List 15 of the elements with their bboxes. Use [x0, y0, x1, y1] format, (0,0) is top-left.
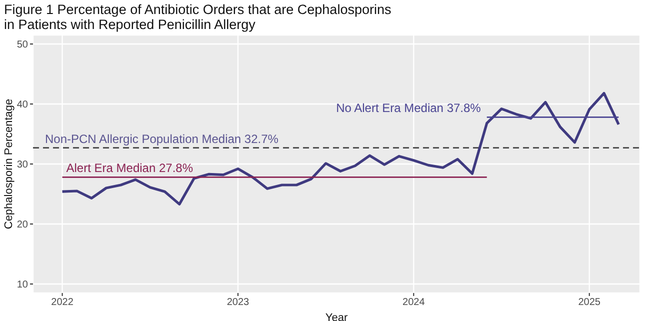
y-tick-label: 10: [16, 280, 28, 291]
chart-title: Figure 1 Percentage of Antibiotic Orders that are Cephalosporins in Patients with Reported Penicillin Allergy: [4, 2, 392, 32]
y-tick-label: 50: [16, 40, 28, 51]
series-label: No Alert Era Median 37.8%: [336, 101, 482, 116]
x-tick-label: 2022: [51, 297, 74, 308]
x-tick-label: 2024: [402, 297, 426, 308]
x-tick-label: 2025: [578, 297, 601, 308]
y-tick-label: 40: [16, 100, 28, 111]
x-tick-label: 2023: [226, 297, 250, 308]
y-tick-label: 20: [16, 220, 28, 231]
y-axis-title: Cephalosporin Percentage: [2, 98, 15, 230]
x-axis-title: Year: [325, 312, 348, 321]
series-label: Alert Era Median 27.8%: [66, 161, 194, 176]
y-tick-label: 30: [16, 160, 28, 171]
ref-line-label: Non-PCN Allergic Population Median 32.7%: [45, 132, 279, 146]
